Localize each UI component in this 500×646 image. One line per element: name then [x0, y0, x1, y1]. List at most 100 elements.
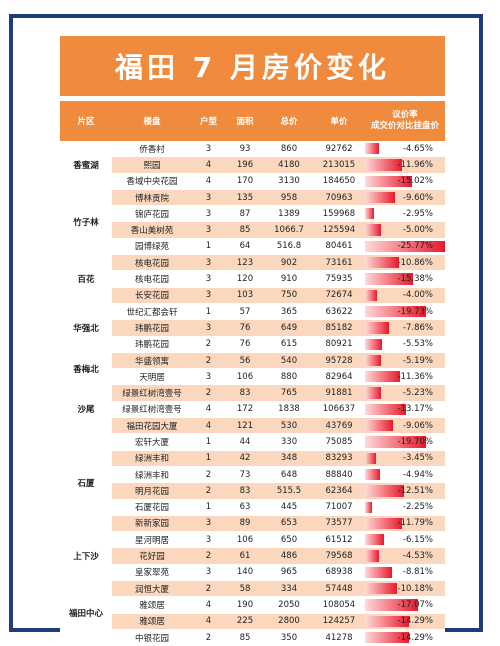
pct-bar [365, 175, 412, 187]
pct-bar [365, 452, 376, 464]
pct-bar [365, 403, 406, 416]
rooms-cell: 4 [192, 173, 225, 190]
area-cell: 83 [225, 384, 265, 402]
total-cell: 1838 [265, 401, 313, 419]
pct-value: -10.18% [397, 583, 433, 594]
region-cell: 香蜜湖 [60, 141, 112, 190]
area-cell: 76 [225, 336, 265, 353]
unit-cell: 83293 [313, 450, 365, 467]
table-row: 核电花园 3 120 910 75935 -15.38% [60, 270, 445, 288]
table-row: 香梅北 华盛领寓 2 56 540 95728 -5.19% [60, 352, 445, 386]
pct-bar [365, 566, 393, 579]
unit-cell: 71007 [313, 499, 365, 516]
pct-cell: -5.19% [365, 352, 445, 370]
area-cell: 196 [225, 156, 265, 174]
unit-cell: 80921 [313, 336, 365, 353]
header-pct-line1: 议价率 [392, 110, 418, 120]
table-row: 玮鹏花园 3 76 649 85182 -7.86% [60, 319, 445, 337]
table-row: 福田花园大厦 4 121 530 43769 -9.06% [60, 417, 445, 435]
pct-value: -14.29% [397, 616, 433, 627]
pct-value: -19.70% [397, 436, 433, 447]
pct-bar [365, 273, 413, 285]
total-cell: 2050 [265, 596, 313, 614]
unit-cell: 88840 [313, 466, 365, 484]
unit-cell: 95728 [313, 352, 365, 370]
total-cell: 348 [265, 450, 313, 467]
header-estate: 楼盘 [112, 101, 192, 141]
unit-cell: 124257 [313, 613, 365, 630]
estate-cell: 长安花园 [112, 287, 192, 304]
unit-cell: 75935 [313, 270, 365, 288]
pct-bar [365, 240, 445, 253]
table-row: 石厦 宏轩大厦 1 44 330 75085 -19.70% [60, 433, 445, 533]
pct-value: -19.73% [397, 306, 433, 317]
pct-cell: -14.29% [365, 629, 445, 646]
pct-cell: -11.36% [365, 368, 445, 386]
area-cell: 61 [225, 547, 265, 565]
pct-cell: -9.60% [365, 189, 445, 207]
estate-cell: 雅颂居 [112, 596, 192, 614]
area-cell: 57 [225, 303, 265, 321]
area-cell: 83 [225, 482, 265, 500]
total-cell: 958 [265, 189, 313, 207]
unit-cell: 57448 [313, 580, 365, 598]
pct-bar [365, 517, 402, 530]
total-cell: 910 [265, 270, 313, 288]
pct-bar [365, 599, 418, 611]
pct-bar [365, 468, 381, 481]
estate-cell: 天明居 [112, 368, 192, 386]
estate-cell: 福田花园大厦 [112, 417, 192, 435]
area-cell: 93 [225, 141, 265, 158]
pct-value: -7.86% [402, 322, 433, 333]
unit-cell: 70963 [313, 189, 365, 207]
pct-bar [365, 289, 378, 301]
rooms-cell: 2 [192, 482, 225, 500]
pct-value: -4.94% [402, 469, 433, 480]
pct-value: -5.19% [402, 355, 433, 366]
rooms-cell: 3 [192, 319, 225, 337]
pct-cell: -7.86% [365, 319, 445, 337]
pct-value: -12.51% [397, 485, 433, 496]
pct-cell: -2.25% [365, 499, 445, 516]
pct-value: -17.07% [397, 599, 433, 610]
area-cell: 140 [225, 564, 265, 582]
unit-cell: 184650 [313, 173, 365, 190]
rooms-cell: 2 [192, 629, 225, 646]
pct-value: -8.81% [402, 567, 433, 578]
table-body: 香蜜湖 侨香村 3 93 860 92762 -4.65% 熙园 4 196 4180 213015-… [60, 141, 445, 646]
total-cell: 649 [265, 319, 313, 337]
header-rooms: 户型 [192, 101, 225, 141]
total-cell: 653 [265, 515, 313, 533]
pct-bar [365, 224, 381, 236]
table-row: 中银花园 2 85 350 41278 -14.29% [60, 629, 445, 646]
table-header-row: 片区 楼盘 户型 面积 总价 单价 议价率 成交价对比挂盘价 [60, 101, 445, 141]
rooms-cell: 3 [192, 368, 225, 386]
estate-cell: 花好园 [112, 547, 192, 565]
table-row: 上下沙 星河明居 3 106 650 61512 -6.15% [60, 531, 445, 582]
unit-cell: 159968 [313, 205, 365, 223]
total-cell: 750 [265, 287, 313, 304]
pct-value: -9.06% [402, 420, 433, 431]
pct-value: -13.17% [397, 404, 433, 415]
estate-cell: 明月花园 [112, 482, 192, 500]
rooms-cell: 2 [192, 466, 225, 484]
pct-cell: -4.94% [365, 466, 445, 484]
table-row: 明月花园 2 83 515.5 62364 -12.51% [60, 482, 445, 500]
rooms-cell: 3 [192, 287, 225, 304]
table-row: 绿洲丰和 1 42 348 83293 -3.45% [60, 450, 445, 467]
estate-cell: 香山美树苑 [112, 221, 192, 239]
area-cell: 85 [225, 629, 265, 646]
area-cell: 85 [225, 221, 265, 239]
pct-cell: -8.81% [365, 564, 445, 582]
area-cell: 106 [225, 368, 265, 386]
pct-cell: -15.38% [365, 270, 445, 288]
table-row: 福田中心 润恒大厦 2 58 334 57448 -10.18% [60, 580, 445, 646]
total-cell: 1066.7 [265, 221, 313, 239]
header-area: 面积 [225, 101, 265, 141]
table-row: 皇家翠苑 3 140 965 68938 -8.81% [60, 564, 445, 582]
rooms-cell: 3 [192, 564, 225, 582]
area-cell: 225 [225, 613, 265, 630]
unit-cell: 80461 [313, 238, 365, 256]
estate-cell: 绿洲丰和 [112, 450, 192, 467]
area-cell: 106 [225, 531, 265, 549]
